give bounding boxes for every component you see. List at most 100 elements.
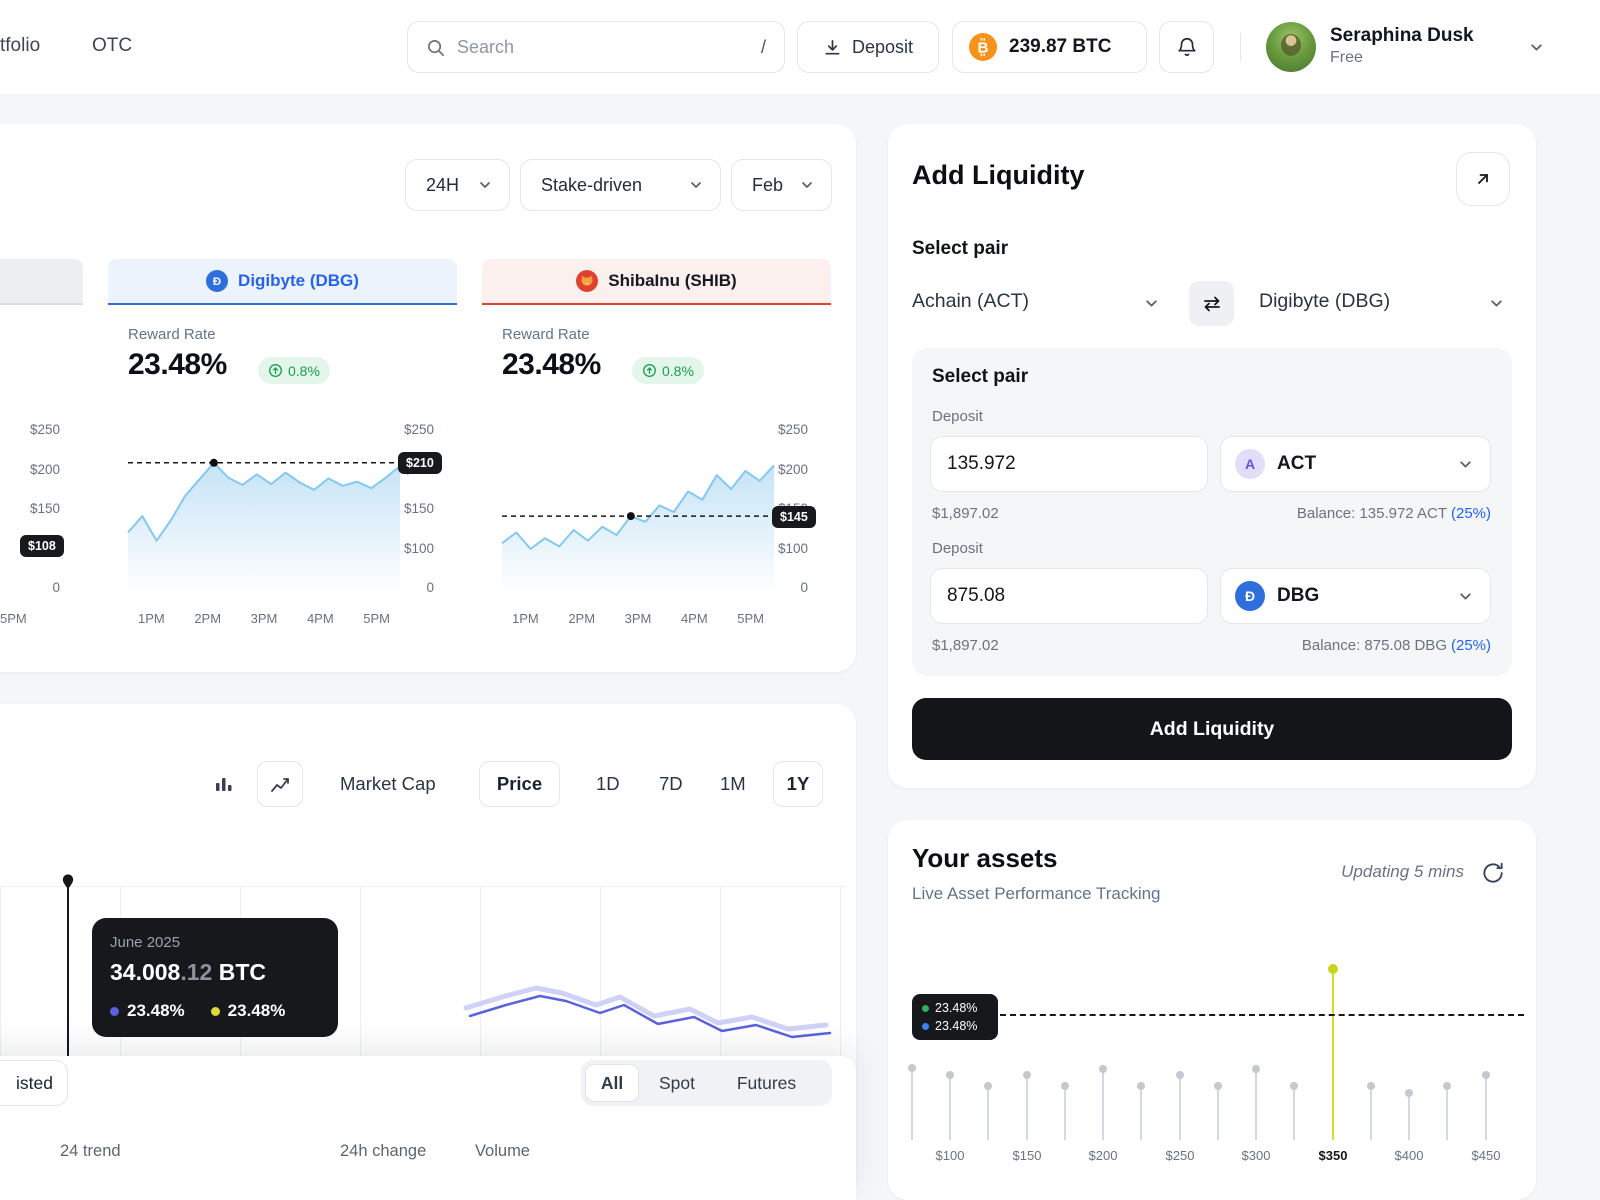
chevron-down-icon[interactable] bbox=[1143, 295, 1160, 312]
legend-dot-blue bbox=[922, 1022, 929, 1030]
strategy-dropdown[interactable]: Stake-driven bbox=[520, 159, 721, 211]
x-tick: 3PM bbox=[250, 611, 278, 626]
metric-market-cap[interactable]: Market Cap bbox=[340, 773, 436, 794]
swap-pair-button[interactable] bbox=[1189, 281, 1234, 326]
amount-input-act[interactable] bbox=[930, 436, 1208, 492]
digibyte-icon: Ð bbox=[206, 270, 229, 292]
tooltip-value-main: 34.008 bbox=[110, 959, 181, 985]
balance-amount: Balance: 135.972 ACT bbox=[1296, 505, 1447, 522]
legend-value: 23.48% bbox=[935, 1019, 978, 1033]
y-tick: $250 bbox=[777, 422, 808, 437]
svg-text:Ð: Ð bbox=[1245, 588, 1255, 604]
range-7d[interactable]: 7D bbox=[659, 773, 683, 794]
dash-value-pill: $108 bbox=[20, 535, 64, 557]
user-avatar[interactable] bbox=[1266, 22, 1316, 72]
shiba-icon bbox=[576, 270, 599, 292]
strategy-dropdown-label: Stake-driven bbox=[541, 174, 643, 195]
amount-meta-row: $1,897.02 Balance: 875.08 DBG (25%) bbox=[932, 637, 1491, 654]
balance-percent-link[interactable]: (25%) bbox=[1450, 505, 1491, 522]
notifications-button[interactable] bbox=[1159, 21, 1214, 73]
market-type-segment: All Spot Futures bbox=[581, 1060, 832, 1106]
currency-label: ACT bbox=[1277, 453, 1317, 474]
arrow-up-right-icon bbox=[1473, 169, 1493, 189]
deposit-icon bbox=[823, 38, 842, 57]
x-tick: 3PM bbox=[624, 611, 652, 626]
segment-spot[interactable]: Spot bbox=[659, 1072, 695, 1093]
deposit-label: Deposit bbox=[932, 540, 983, 557]
range-1y-selected[interactable]: 1Y bbox=[773, 761, 823, 807]
nav-item-otc[interactable]: OTC bbox=[92, 35, 133, 56]
range-1m[interactable]: 1M bbox=[720, 773, 746, 794]
profile-chevron-down-icon[interactable] bbox=[1528, 39, 1545, 56]
balance-percent-link[interactable]: (25%) bbox=[1450, 637, 1491, 654]
usd-value: $1,897.02 bbox=[932, 505, 999, 522]
y-tick: $150 bbox=[29, 501, 60, 516]
navbar-divider bbox=[1240, 33, 1241, 61]
segment-futures[interactable]: Futures bbox=[736, 1072, 797, 1093]
add-liquidity-submit-button[interactable]: Add Liquidity bbox=[912, 698, 1512, 760]
timeframe-dropdown[interactable]: 24H bbox=[405, 159, 510, 211]
currency-select-dbg[interactable]: Ð DBG bbox=[1220, 568, 1491, 624]
reward-rate-label: Reward Rate bbox=[502, 326, 590, 343]
listed-filter-pill[interactable]: isted bbox=[0, 1060, 68, 1106]
timeframe-dropdown-label: 24H bbox=[426, 174, 460, 195]
balance-text: Balance: 135.972 ACT (25%) bbox=[1297, 505, 1491, 522]
segment-all[interactable]: All bbox=[585, 1064, 639, 1102]
x-axis-digibyte: 1PM 2PM 3PM 4PM 5PM bbox=[128, 611, 400, 626]
legend-item: 23.48% bbox=[210, 1001, 285, 1021]
y-tick: $150 bbox=[403, 501, 434, 516]
balance-text: Balance: 875.08 DBG (25%) bbox=[1302, 637, 1491, 654]
nav-item-portfolio[interactable]: tfolio bbox=[0, 35, 41, 56]
legend-dot-blue bbox=[110, 1006, 119, 1016]
coin-tab-digibyte[interactable]: Ð Digibyte (DBG) bbox=[108, 259, 457, 305]
pair-from-select[interactable]: Achain (ACT) bbox=[912, 290, 1030, 312]
marker-pin-icon bbox=[60, 874, 76, 895]
x-tick: 4PM bbox=[306, 611, 334, 626]
chart-tooltip: June 2025 34.008.12 BTC 23.48% 23.48% bbox=[92, 918, 338, 1037]
tooltip-value-unit: BTC bbox=[212, 959, 267, 985]
chevron-down-icon[interactable] bbox=[1488, 295, 1505, 312]
pair-to-select[interactable]: Digibyte (DBG) bbox=[1259, 290, 1391, 312]
market-line-chart bbox=[463, 985, 832, 1039]
chevron-down-icon bbox=[688, 177, 704, 193]
expand-button[interactable] bbox=[1456, 152, 1510, 206]
your-assets-title: Your assets bbox=[912, 843, 1058, 873]
y-tick: $100 bbox=[777, 540, 808, 556]
coin-tab-shibainu[interactable]: ShibaInu (SHIB) bbox=[482, 259, 831, 305]
month-dropdown[interactable]: Feb bbox=[731, 159, 832, 211]
reward-rate-value: 23.48% bbox=[502, 348, 601, 381]
assets-subtitle: Live Asset Performance Tracking bbox=[912, 884, 1161, 903]
refresh-icon[interactable] bbox=[1480, 860, 1506, 891]
line-chart-view-button[interactable] bbox=[257, 761, 303, 807]
change-badge: 0.8% bbox=[258, 357, 330, 384]
search-box[interactable]: / bbox=[407, 21, 785, 73]
metric-price-selected[interactable]: Price bbox=[479, 761, 560, 807]
coin-tab-partial[interactable] bbox=[0, 259, 83, 305]
assets-dashed-target-line bbox=[1000, 1014, 1524, 1016]
y-tick: $250 bbox=[29, 422, 60, 437]
reward-rate-value: 23.48% bbox=[128, 348, 227, 381]
tooltip-legend: 23.48% 23.48% bbox=[110, 1001, 320, 1021]
currency-select-act[interactable]: A ACT bbox=[1220, 436, 1491, 492]
range-1d[interactable]: 1D bbox=[596, 773, 620, 794]
x-tick: 1PM bbox=[512, 611, 539, 626]
assets-legend-item: 23.48% bbox=[922, 1001, 988, 1015]
chart-marker-line bbox=[67, 886, 69, 1056]
search-input[interactable] bbox=[457, 36, 749, 58]
btc-balance[interactable]: B 239.87 BTC bbox=[952, 21, 1147, 73]
bar-chart-view-button[interactable] bbox=[201, 761, 247, 807]
svg-text:Ð: Ð bbox=[213, 276, 221, 288]
dash-value-pill: $210 bbox=[398, 452, 442, 474]
bitcoin-icon: B bbox=[969, 33, 997, 61]
legend-dot-green bbox=[922, 1004, 929, 1012]
x-tick: 1PM bbox=[138, 611, 165, 626]
add-liquidity-title: Add Liquidity bbox=[912, 160, 1085, 190]
svg-text:B: B bbox=[978, 40, 989, 57]
amount-input-dbg[interactable] bbox=[930, 568, 1208, 624]
deposit-button[interactable]: Deposit bbox=[797, 21, 939, 73]
search-shortcut: / bbox=[760, 36, 766, 57]
listed-filter-label: isted bbox=[16, 1072, 53, 1093]
